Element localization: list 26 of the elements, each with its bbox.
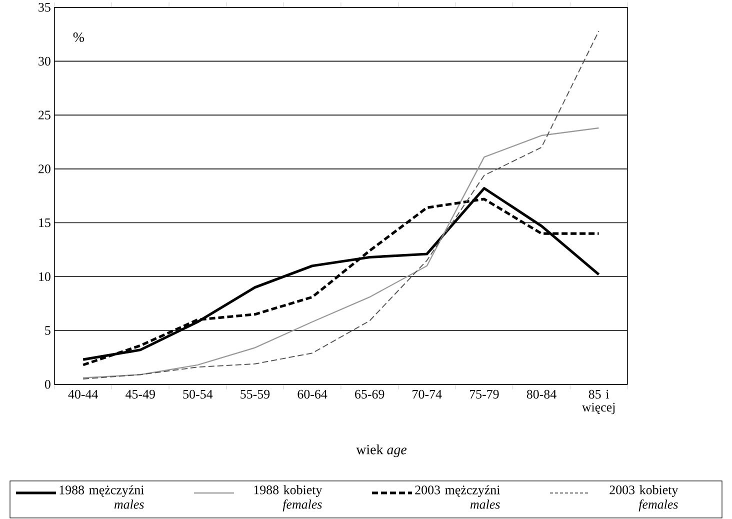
x-tick-label: 80-84 (526, 390, 556, 399)
x-tick-label: 70-74 (412, 390, 442, 399)
x-axis-title: wiek age (356, 444, 407, 458)
legend-label: 1988 mężczyźni males (60, 485, 144, 509)
y-tick-label: 20 (38, 164, 50, 174)
y-tick-label: 15 (39, 218, 50, 228)
y-tick-label: 25 (38, 110, 50, 120)
legend-label: 1988 kobiety females (254, 485, 322, 512)
y-tick-label: 30 (38, 56, 50, 66)
x-tick-label: 85 i więcej (582, 390, 615, 414)
x-tick-label: 40-44 (68, 390, 98, 399)
y-tick-label: 5 (45, 326, 50, 335)
x-tick-label: 75-79 (470, 390, 499, 399)
x-tick-label: 55-59 (240, 390, 270, 399)
y-tick-label: 10 (39, 272, 50, 281)
line-series (82, 127, 600, 378)
x-tick-label: 60-64 (298, 390, 328, 399)
x-tick-label: 50-54 (183, 390, 213, 399)
legend-label: 2003 kobiety females (610, 485, 678, 512)
x-tick-label: 65-69 (355, 390, 384, 399)
line-series (82, 30, 600, 380)
y-tick-label: 35 (38, 2, 50, 12)
legend-label: 2003 mężczyźni males (415, 485, 500, 509)
y-tick-label: 0 (44, 380, 50, 389)
y-axis-title: % (73, 32, 84, 42)
x-tick-label: 45-49 (126, 390, 155, 399)
